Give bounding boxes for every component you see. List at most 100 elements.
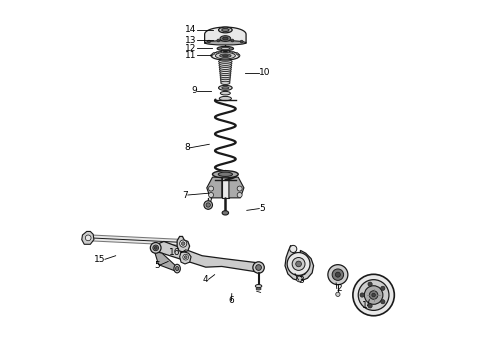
Circle shape [290,246,297,252]
Circle shape [204,201,213,209]
Ellipse shape [220,36,231,41]
Ellipse shape [222,28,229,32]
Ellipse shape [220,77,230,81]
Circle shape [209,186,214,191]
Circle shape [240,40,243,43]
Polygon shape [82,231,94,244]
Circle shape [183,254,189,260]
Circle shape [368,282,372,286]
Circle shape [181,242,185,246]
Circle shape [360,293,364,297]
Circle shape [211,54,213,57]
Ellipse shape [211,51,240,60]
Circle shape [336,292,340,296]
Polygon shape [155,242,262,272]
Circle shape [154,247,157,249]
Circle shape [292,257,305,270]
Circle shape [232,51,234,54]
Ellipse shape [219,85,232,90]
Circle shape [85,235,91,241]
Ellipse shape [213,171,238,178]
Ellipse shape [256,288,261,290]
Circle shape [231,39,234,42]
Text: 13: 13 [185,36,197,45]
Ellipse shape [220,54,231,58]
Circle shape [372,293,375,297]
Circle shape [209,193,214,198]
Ellipse shape [221,48,230,50]
Ellipse shape [217,46,234,51]
Ellipse shape [219,64,232,67]
Polygon shape [229,177,244,198]
Ellipse shape [219,27,232,33]
Polygon shape [222,172,229,198]
Circle shape [358,280,389,310]
Circle shape [332,269,343,280]
Text: 15: 15 [94,255,105,264]
Circle shape [238,54,240,57]
Circle shape [353,274,394,316]
Ellipse shape [222,87,229,89]
Text: 12: 12 [185,44,197,53]
Ellipse shape [220,69,231,73]
Text: 14: 14 [185,26,197,35]
Text: 11: 11 [185,51,197,60]
Circle shape [335,272,341,277]
Circle shape [368,304,372,308]
Polygon shape [180,252,191,264]
Circle shape [381,286,385,291]
Circle shape [287,252,310,275]
Ellipse shape [220,68,231,71]
Ellipse shape [175,266,179,271]
Polygon shape [285,246,314,281]
Ellipse shape [222,55,228,57]
Circle shape [364,286,383,304]
Polygon shape [153,245,180,271]
Polygon shape [205,27,246,43]
Ellipse shape [220,75,231,78]
Circle shape [296,276,302,282]
Circle shape [206,203,210,207]
Ellipse shape [220,91,230,95]
Circle shape [256,265,262,270]
Ellipse shape [255,284,262,288]
Text: 3: 3 [298,275,304,284]
Ellipse shape [215,53,235,59]
Circle shape [296,261,301,267]
Text: 5: 5 [154,261,160,270]
Circle shape [150,243,161,253]
Circle shape [381,300,385,304]
Circle shape [213,53,215,55]
Ellipse shape [174,264,180,273]
Circle shape [153,245,159,251]
Circle shape [328,265,348,285]
Ellipse shape [205,41,246,45]
Circle shape [253,262,264,273]
Circle shape [369,291,378,299]
Circle shape [221,51,223,53]
Ellipse shape [219,66,232,69]
Circle shape [208,40,210,43]
Ellipse shape [220,81,230,85]
Text: 7: 7 [182,190,188,199]
Ellipse shape [222,211,228,215]
Text: 2: 2 [337,284,343,293]
Ellipse shape [220,96,231,101]
Text: 10: 10 [259,68,271,77]
Circle shape [227,51,229,53]
Circle shape [236,53,238,55]
Ellipse shape [222,37,228,40]
Polygon shape [177,237,190,252]
Text: 4: 4 [203,275,209,284]
Text: 6: 6 [228,296,234,305]
Ellipse shape [219,60,232,63]
Text: 9: 9 [191,86,197,95]
Circle shape [217,39,220,42]
Circle shape [184,256,187,258]
Circle shape [216,51,219,54]
Text: 16: 16 [169,248,181,257]
Text: 8: 8 [184,143,190,152]
Text: 5: 5 [259,204,265,213]
Polygon shape [207,177,222,198]
Ellipse shape [219,62,232,65]
